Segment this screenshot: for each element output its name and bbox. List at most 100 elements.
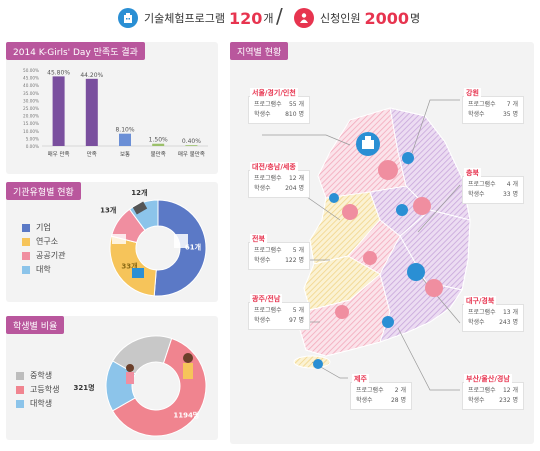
program-label: 프로그램수 (254, 101, 282, 108)
student-value: 35 명 (502, 111, 518, 118)
legend-item: 중학생 (16, 370, 52, 381)
legend-label: 연구소 (36, 237, 59, 246)
program-value: 55 개 (288, 101, 304, 108)
program-count: 120 (228, 8, 263, 28)
bar-value-label: 1.50% (149, 137, 168, 144)
program-value: 5 개 (292, 307, 304, 314)
building-icon (118, 8, 138, 28)
legend-item: 고등학생 (16, 384, 59, 395)
korea-map (262, 99, 471, 391)
region-stat-box: 프로그램수 12 개 학생수 204 명 (248, 170, 310, 198)
y-tick-label: 10.00% (23, 129, 39, 134)
student-value: 243 명 (499, 319, 518, 326)
region-stat-box: 프로그램수 4 개 학생수 33 명 (462, 176, 524, 204)
student-label: 학생수 (254, 111, 271, 118)
region-program-row: 프로그램수 5 개 (254, 246, 304, 256)
region-name: 서울/경기/인천 (250, 88, 298, 98)
bar (119, 133, 131, 146)
girl-figure-icon (183, 353, 193, 363)
factory-icon (174, 234, 188, 248)
student-label: 학생수 (468, 111, 485, 118)
legend-label: 고등학생 (30, 385, 60, 394)
region-program-row: 프로그램수 4 개 (468, 180, 518, 190)
institution-donut-chart: 61개 33개 13개 12개 (100, 188, 207, 297)
region-stat-box: 프로그램수 5 개 학생수 97 명 (248, 302, 310, 330)
legend-swatch (22, 251, 30, 260)
region-student-row: 학생수 122 명 (254, 256, 304, 266)
region-student-row: 학생수 204 명 (254, 184, 304, 194)
program-label: 프로그램수 (254, 307, 282, 314)
legend-label: 중학생 (30, 371, 53, 380)
region-program-row: 프로그램수 12 개 (468, 386, 518, 396)
slice-value-label: 13개 (100, 205, 116, 214)
region-stat-box: 프로그램수 5 개 학생수 122 명 (248, 242, 310, 270)
region-program-row: 프로그램수 5 개 (254, 306, 304, 316)
students-title: 학생별 비율 (6, 316, 65, 334)
legend-swatch (16, 385, 24, 394)
y-tick-label: 20.00% (23, 114, 39, 119)
satellite-icon (132, 201, 148, 215)
region-program-row: 프로그램수 2 개 (356, 386, 406, 396)
student-body-icon (126, 372, 134, 384)
legend-swatch (16, 399, 24, 408)
student-label: 학생수 (468, 191, 485, 198)
program-value: 12 개 (288, 175, 304, 182)
category-label: 만족 (87, 150, 97, 158)
student-value: 232 명 (499, 397, 518, 404)
girl-body-icon (183, 363, 193, 379)
category-label: 불만족 (151, 150, 166, 158)
student-value: 204 명 (285, 185, 304, 192)
bar (52, 76, 65, 146)
bar (152, 143, 165, 146)
legend-label: 대학생 (30, 399, 53, 408)
region-name: 대전/충남/세종 (250, 162, 298, 172)
program-label: 기술체험프로그램 (144, 12, 225, 25)
region-name: 제주 (352, 374, 369, 384)
program-value: 5 개 (292, 247, 304, 254)
legend-item: 대학생 (16, 398, 52, 409)
program-unit: 개 (263, 12, 274, 25)
region-student-row: 학생수 35 명 (468, 110, 518, 120)
header-separator: / (276, 4, 283, 28)
program-label: 프로그램수 (356, 387, 384, 394)
slice-value-label: 12개 (131, 188, 147, 197)
program-value: 2 개 (394, 387, 406, 394)
slice-value-label: 1194명 (173, 411, 199, 420)
summary-header: 기술체험프로그램 120 개 / 신청인원 2000 명 (0, 0, 540, 34)
students-donut-chart: 421명1194명321명 (73, 335, 207, 437)
student-label: 학생수 (254, 257, 271, 264)
student-value: 122 명 (285, 257, 304, 264)
student-label: 학생수 (254, 185, 271, 192)
student-label: 학생수 (254, 317, 271, 324)
bar (85, 78, 98, 146)
satisfaction-panel (6, 42, 218, 174)
applicant-summary: 신청인원 2000 명 (294, 7, 420, 29)
legend-swatch (22, 237, 30, 246)
bar-value-label: 44.20% (80, 72, 103, 79)
student-label: 학생수 (468, 397, 485, 404)
program-value: 13 개 (502, 309, 518, 316)
region-program-row: 프로그램수 13 개 (468, 308, 518, 318)
region-name: 강원 (464, 88, 481, 98)
region-name: 충북 (464, 168, 481, 178)
applicant-unit: 명 (410, 12, 421, 25)
program-label: 프로그램수 (468, 387, 496, 394)
satisfaction-title: 2014 K-Girls' Day 만족도 결과 (6, 42, 145, 60)
y-tick-label: 15.00% (23, 121, 39, 126)
category-label: 보통 (120, 151, 130, 158)
legend-swatch (22, 265, 30, 274)
satisfaction-bar-chart: 50.00% 45.00% 40.00% 35.00% 30.00% 25.00% 20.0… (23, 68, 208, 158)
student-value: 28 명 (390, 397, 406, 404)
region-name: 전북 (250, 234, 267, 244)
legend-item: 기업 (22, 222, 51, 233)
region-stat-box: 프로그램수 7 개 학생수 35 명 (462, 96, 524, 124)
legend-label: 공공기관 (36, 251, 66, 260)
program-value: 12 개 (502, 387, 518, 394)
program-label: 프로그램수 (468, 101, 496, 108)
legend-item: 연구소 (22, 236, 58, 247)
y-tick-label: 40.00% (23, 83, 39, 88)
region-program-row: 프로그램수 7 개 (468, 100, 518, 110)
student-value: 810 명 (285, 111, 304, 118)
